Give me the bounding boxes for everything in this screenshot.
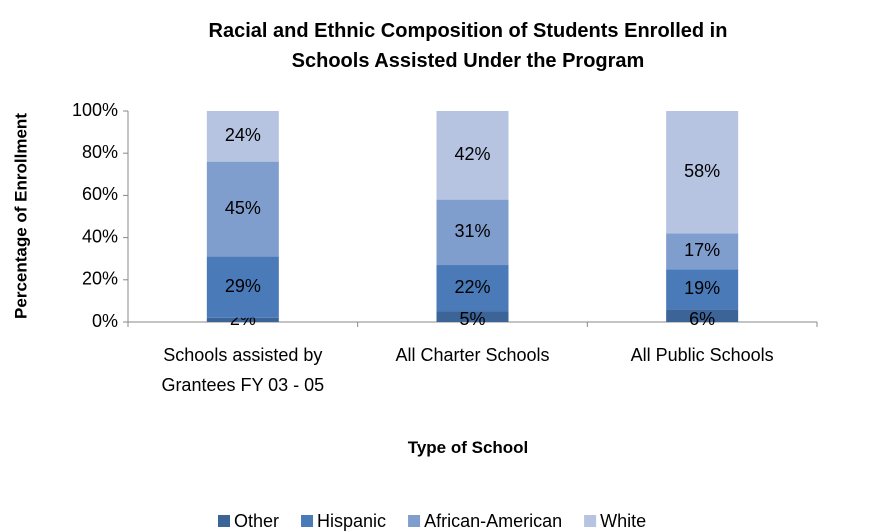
- y-tick-label: 80%: [82, 142, 118, 162]
- bar-segment: [436, 311, 509, 322]
- bar-segment: [436, 111, 509, 200]
- data-label: 45%: [225, 198, 261, 218]
- data-label: 42%: [454, 144, 490, 164]
- bar-segment: [206, 256, 279, 318]
- data-label: 29%: [225, 276, 261, 296]
- data-label: 19%: [684, 278, 720, 298]
- bar-segment: [436, 265, 509, 312]
- data-label: 31%: [454, 221, 490, 241]
- y-tick-label: 20%: [82, 269, 118, 289]
- x-tick-label: All Charter Schools: [395, 345, 550, 365]
- data-label: 24%: [225, 125, 261, 145]
- bar-segment: [666, 111, 739, 234]
- bar-segment: [206, 161, 279, 257]
- x-tick-label: Schools assisted by Grantees FY 03 - 05: [161, 345, 325, 395]
- y-tick-label: 0%: [92, 311, 118, 331]
- bar-segment: [206, 111, 279, 162]
- legend-swatch: [584, 515, 597, 527]
- data-label: 6%: [689, 309, 715, 329]
- y-tick-label: 100%: [72, 100, 118, 120]
- bar-segment: [436, 199, 509, 266]
- legend-swatch: [301, 515, 314, 527]
- bar-segment: [206, 317, 279, 322]
- x-tick-label: All Public Schools: [630, 345, 774, 365]
- x-axis-label: Type of School: [407, 438, 529, 457]
- y-tick-label: 40%: [82, 226, 118, 246]
- legend-swatch: [218, 515, 230, 527]
- legend-swatch: [408, 515, 421, 527]
- bar-segment: [666, 233, 739, 270]
- y-axis-label: Percentage of Enrollment: [11, 113, 30, 319]
- y-tick-label: 60%: [82, 184, 118, 204]
- data-label: 17%: [684, 240, 720, 260]
- legend-label: African-American: [424, 511, 562, 531]
- data-label: 5%: [459, 309, 485, 329]
- legend-label: Hispanic: [317, 511, 386, 531]
- legend-label: White: [600, 511, 646, 531]
- legend-label: Other: [234, 511, 279, 531]
- bar-segment: [666, 269, 739, 310]
- data-label: 22%: [454, 277, 490, 297]
- bar-segment: [666, 309, 739, 322]
- data-label: 58%: [684, 161, 720, 181]
- chart-title: Racial and Ethnic Composition of Student…: [208, 20, 728, 72]
